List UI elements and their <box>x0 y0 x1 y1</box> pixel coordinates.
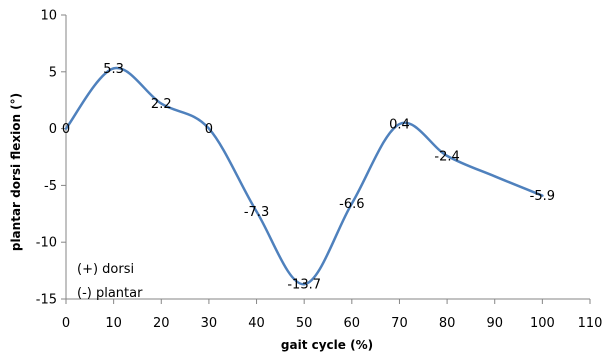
y-tick-label: -10 <box>36 236 57 251</box>
chart-axes <box>61 14 591 304</box>
x-axis-title: gait cycle (%) <box>281 338 373 352</box>
x-tick-label: 60 <box>344 316 361 331</box>
y-tick-label: -15 <box>36 293 57 308</box>
data-label: -6.6 <box>339 197 364 212</box>
data-label: 0.4 <box>389 118 410 133</box>
data-label: 5.3 <box>103 62 124 77</box>
data-labels: 0 5.3 2.2 0 -7.3 -13.7 -6.6 0.4 -2.4 -5.9 <box>62 62 555 293</box>
annotation-dorsi: (+) dorsi <box>77 262 134 277</box>
data-label: -7.3 <box>244 205 269 220</box>
x-tick-label: 30 <box>201 316 218 331</box>
data-label: -5.9 <box>530 189 555 204</box>
x-tick-label: 40 <box>248 316 265 331</box>
data-label: 2.2 <box>151 97 172 112</box>
data-label: -2.4 <box>434 149 459 164</box>
x-tick-label: 50 <box>296 316 313 331</box>
y-axis-title: plantar dorsi flexion (°) <box>9 93 23 251</box>
data-label: 0 <box>62 122 70 137</box>
x-tick-label: 80 <box>439 316 456 331</box>
annotation-plantar: (-) plantar <box>77 286 143 301</box>
series-line <box>64 66 544 286</box>
x-tick-label: 70 <box>391 316 408 331</box>
x-tick-label: 10 <box>105 316 122 331</box>
y-tick-label: 10 <box>40 9 57 24</box>
y-tick-label: -5 <box>44 179 57 194</box>
x-tick-label: 100 <box>530 316 555 331</box>
data-label: -13.7 <box>287 278 321 293</box>
y-tick-label: 5 <box>49 65 57 80</box>
y-tick-label: 0 <box>49 122 57 137</box>
x-tick-label: 0 <box>62 316 70 331</box>
x-tick-label: 90 <box>486 316 503 331</box>
data-label: 0 <box>205 122 213 137</box>
x-tick-label: 20 <box>153 316 170 331</box>
x-tick-label: 110 <box>578 316 602 331</box>
